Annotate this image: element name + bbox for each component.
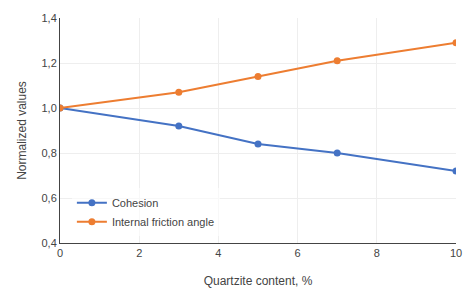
svg-text:0: 0 (57, 247, 63, 259)
svg-text:4: 4 (215, 247, 221, 259)
svg-text:10: 10 (450, 247, 462, 259)
svg-text:Quartzite content, %: Quartzite content, % (204, 274, 313, 288)
svg-text:1,0: 1,0 (42, 102, 57, 114)
svg-text:Cohesion: Cohesion (112, 197, 158, 209)
svg-text:6: 6 (295, 247, 301, 259)
svg-text:1,4: 1,4 (42, 12, 57, 24)
svg-text:0,4: 0,4 (42, 237, 57, 249)
svg-text:1,2: 1,2 (42, 57, 57, 69)
svg-text:Normalized values: Normalized values (15, 81, 29, 180)
svg-text:0,8: 0,8 (42, 147, 57, 159)
svg-text:8: 8 (374, 247, 380, 259)
svg-text:0,6: 0,6 (42, 192, 57, 204)
svg-text:Internal friction angle: Internal friction angle (112, 216, 214, 228)
svg-text:2: 2 (136, 247, 142, 259)
